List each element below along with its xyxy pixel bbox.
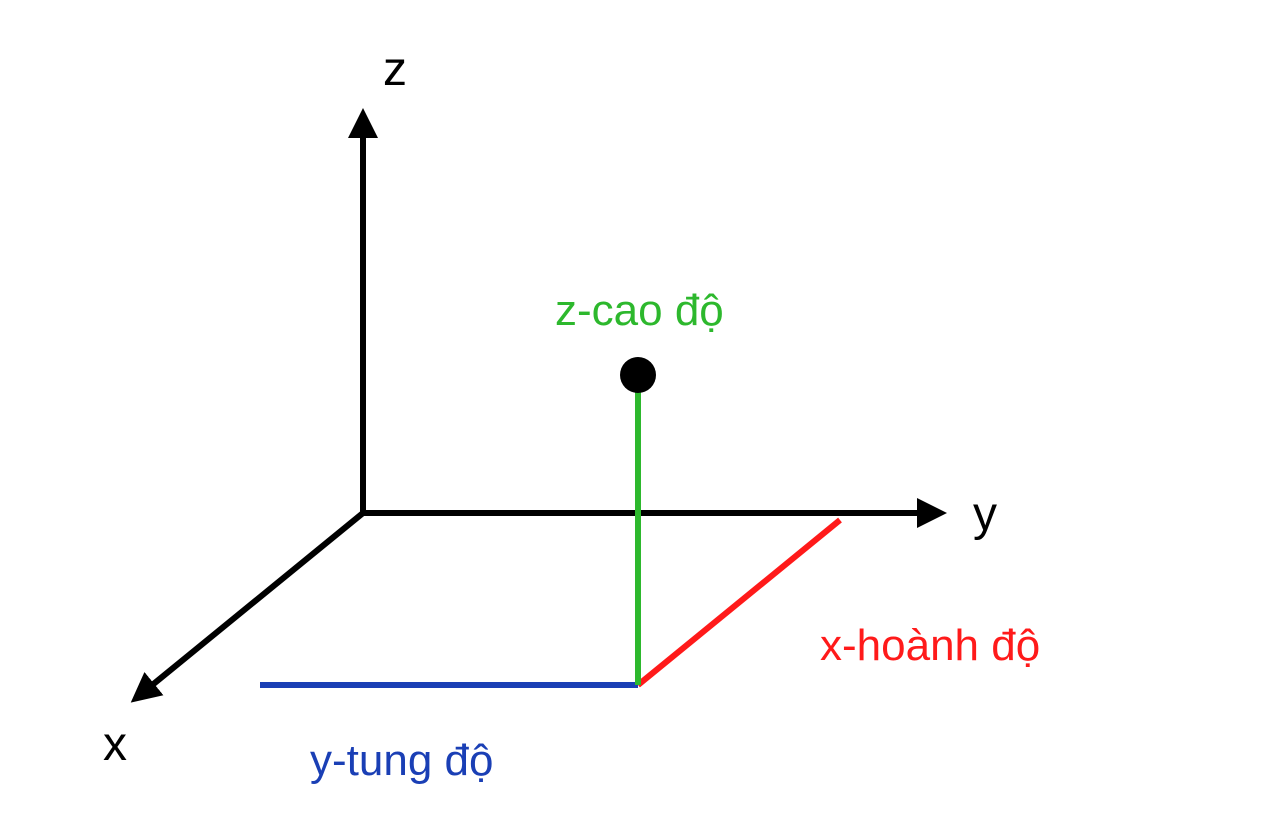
point-marker [620,357,656,393]
x-axis-label: x [103,718,127,771]
y-axis-label: y [973,488,997,541]
coordinate-diagram: z y x z-cao độ x-hoành độ y-tung độ [0,0,1280,821]
x-coordinate-label: x-hoành độ [820,621,1040,670]
z-coordinate-label: z-cao độ [555,286,724,335]
y-coordinate-label: y-tung độ [310,736,493,785]
x-axis [140,513,363,695]
z-axis-label: z [383,43,407,96]
x-coordinate-line [638,520,840,685]
